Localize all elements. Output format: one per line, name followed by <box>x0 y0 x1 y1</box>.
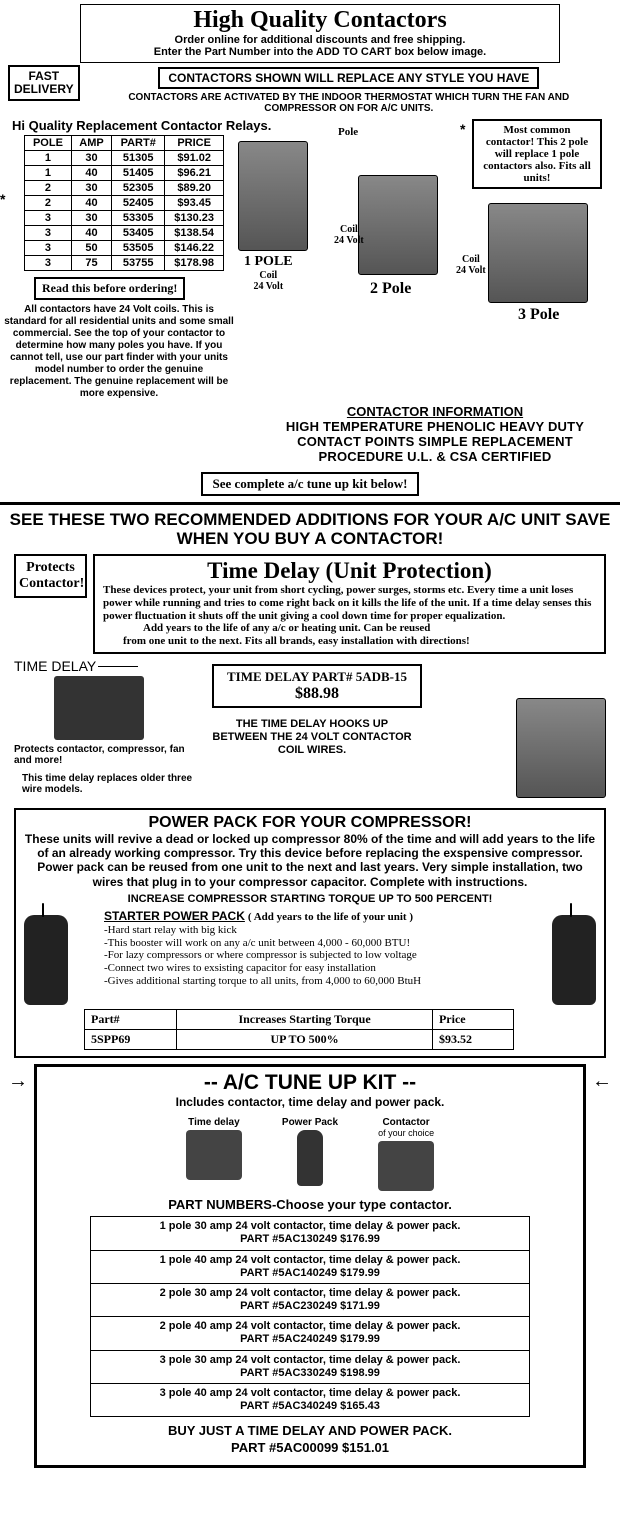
most-common-box: Most common contactor! This 2 pole will … <box>472 119 602 189</box>
pp-capacitor-image-right <box>552 915 596 1005</box>
kit-title: -- A/C TUNE UP KIT -- <box>45 1071 575 1095</box>
time-delay-body3: from one unit to the next. Fits all bran… <box>103 635 596 648</box>
pp-body: These units will revive a dead or locked… <box>24 832 596 890</box>
td-note2: This time delay replaces older three wir… <box>14 773 194 796</box>
table-row: 24052405$93.45 <box>25 196 224 211</box>
col-part: PART# <box>112 136 165 151</box>
replace-any-style-box: CONTACTORS SHOWN WILL REPLACE ANY STYLE … <box>158 67 539 89</box>
table-row: 14051405$96.21 <box>25 166 224 181</box>
spp-col-torque: Increases Starting Torque <box>177 1010 433 1030</box>
arrow-right-icon: → <box>6 1064 30 1093</box>
parts-table: POLE AMP PART# PRICE 13051305$91.0214051… <box>24 135 224 271</box>
time-delay-box: Time Delay (Unit Protection) These devic… <box>93 554 606 653</box>
kit-icon-timedelay: Time delay <box>186 1117 242 1191</box>
star-left: * <box>0 191 5 207</box>
spp-note: ( Add years to the life of your unit ) <box>248 911 413 923</box>
spp-col-part: Part# <box>85 1010 177 1030</box>
contactor-info-heading: CONTACTOR INFORMATION <box>258 404 612 419</box>
coil-3-label: Coil24 Volt <box>456 255 486 276</box>
coil-2-label: Coil24 Volt <box>334 225 364 246</box>
table-row: 3 pole 30 amp 24 volt contactor, time de… <box>91 1350 530 1383</box>
spp-table: Part# Increases Starting Torque Price 5S… <box>84 1009 514 1050</box>
kit-icon-contactor: Contactorof your choice <box>378 1117 434 1191</box>
pp-title: POWER PACK FOR YOUR COMPRESSOR! <box>24 814 596 832</box>
header-box: High Quality Contactors Order online for… <box>80 4 560 63</box>
left-column: POLE AMP PART# PRICE 13051305$91.0214051… <box>4 135 234 400</box>
spp-part: 5SPP69 <box>85 1030 177 1050</box>
read-before-ordering-box: Read this before ordering! <box>34 277 185 300</box>
kit-part-numbers-heading: PART NUMBERS-Choose your type contactor. <box>45 1197 575 1212</box>
kit-bottom: BUY JUST A TIME DELAY AND POWER PACK. PA… <box>45 1423 575 1457</box>
table-row: 34053405$138.54 <box>25 226 224 241</box>
pp-bullets: -Hard start relay with big kick-This boo… <box>104 924 546 987</box>
tune-up-kit-box: -- A/C TUNE UP KIT -- Includes contactor… <box>34 1064 586 1468</box>
see-complete-kit-box: See complete a/c tune up kit below! <box>201 472 420 496</box>
spp-price: $93.52 <box>432 1030 513 1050</box>
col-price: PRICE <box>165 136 224 151</box>
td-price-box: TIME DELAY PART# 5ADB-15 $88.98 <box>212 664 422 708</box>
kit-subtitle: Includes contactor, time delay and power… <box>45 1095 575 1109</box>
td-price: $88.98 <box>222 685 412 703</box>
td-note1: Protects contactor, compressor, fan and … <box>14 744 194 767</box>
table-row: 23052305$89.20 <box>25 181 224 196</box>
time-delay-image <box>54 676 144 740</box>
three-pole-label: 3 Pole <box>518 307 559 324</box>
time-delay-body2: Add years to the life of any a/c or heat… <box>103 622 596 635</box>
table-row: 35053505$146.22 <box>25 241 224 256</box>
activated-text: CONTACTORS ARE ACTIVATED BY THE INDOOR T… <box>86 92 612 114</box>
table-row: 1 pole 30 amp 24 volt contactor, time de… <box>91 1217 530 1250</box>
contactor-2pole-image <box>358 175 438 275</box>
td-hookup-text: THE TIME DELAY HOOKS UP BETWEEN THE 24 V… <box>212 718 412 758</box>
table-row: 13051305$91.02 <box>25 151 224 166</box>
time-delay-title: Time Delay (Unit Protection) <box>103 558 596 584</box>
two-pole-label: 2 Pole <box>370 281 411 298</box>
header-sub2: Enter the Part Number into the ADD TO CA… <box>87 46 553 58</box>
table-row: 2 pole 30 amp 24 volt contactor, time de… <box>91 1283 530 1316</box>
contactor-images-area: Pole 1 POLECoil24 Volt Coil24 Volt 2 Pol… <box>238 135 616 315</box>
table-row: 1 pole 40 amp 24 volt contactor, time de… <box>91 1250 530 1283</box>
col-pole: POLE <box>25 136 72 151</box>
time-delay-body: These devices protect, your unit from sh… <box>103 584 596 622</box>
col-amp: AMP <box>71 136 111 151</box>
arrow-left-icon: ← <box>590 1064 614 1093</box>
table-row: 37553755$178.98 <box>25 256 224 271</box>
spp-torque: UP TO 500% <box>177 1030 433 1050</box>
pole-label: Pole <box>338 127 358 139</box>
table-header-row: POLE AMP PART# PRICE <box>25 136 224 151</box>
fast-delivery-badge: FASTDELIVERY <box>8 65 80 101</box>
power-pack-box: POWER PACK FOR YOUR COMPRESSOR! These un… <box>14 808 606 1059</box>
star-right: * <box>460 121 465 137</box>
page-title: High Quality Contactors <box>87 7 553 34</box>
divider <box>0 502 620 505</box>
left-info-text: All contactors have 24 Volt coils. This … <box>4 304 234 400</box>
kit-table: 1 pole 30 amp 24 volt contactor, time de… <box>90 1216 530 1417</box>
kit-icon-powerpack: Power Pack <box>282 1117 338 1191</box>
td-part-number: TIME DELAY PART# 5ADB-15 <box>222 669 412 685</box>
td-contactor-image <box>516 698 606 798</box>
contactor-3pole-image <box>488 203 588 303</box>
spp-title: STARTER POWER PACK <box>104 909 245 923</box>
contactor-1pole-image <box>238 141 308 251</box>
table-row: 2 pole 40 amp 24 volt contactor, time de… <box>91 1317 530 1350</box>
pp-increase-line: INCREASE COMPRESSOR STARTING TORQUE UP T… <box>24 893 596 905</box>
spp-col-price: Price <box>432 1010 513 1030</box>
table-row: 3 pole 40 amp 24 volt contactor, time de… <box>91 1384 530 1417</box>
table-row: 33053305$130.23 <box>25 211 224 226</box>
recommended-additions-heading: SEE THESE TWO RECOMMENDED ADDITIONS FOR … <box>0 511 620 548</box>
contactor-info-text: HIGH TEMPERATURE PHENOLIC HEAVY DUTY CON… <box>258 419 612 464</box>
protects-contactor-box: Protects Contactor! <box>14 554 87 598</box>
one-pole-label: 1 POLECoil24 Volt <box>244 255 293 293</box>
header-sub1: Order online for additional discounts an… <box>87 34 553 46</box>
time-delay-label: TIME DELAY <box>14 658 194 674</box>
pp-capacitor-image-left <box>24 915 68 1005</box>
contactor-info: CONTACTOR INFORMATION HIGH TEMPERATURE P… <box>258 404 612 464</box>
